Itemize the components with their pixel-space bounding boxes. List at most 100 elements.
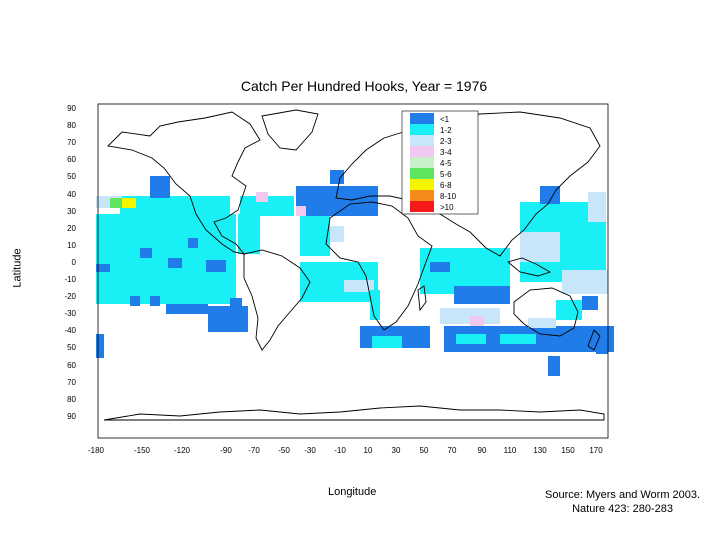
- y-tick-label: 70: [67, 138, 76, 148]
- x-tick-label: 10: [363, 446, 373, 455]
- catch-cell: [240, 196, 294, 216]
- x-tick-label: -180: [87, 446, 105, 455]
- y-tick-label: 20: [67, 223, 76, 233]
- legend-swatch: [410, 157, 434, 168]
- legend-swatch: [410, 190, 434, 201]
- x-tick-label: 150: [561, 446, 575, 455]
- source-line-2: Nature 423: 280-283: [572, 503, 673, 515]
- y-tick-label: -30: [64, 309, 76, 319]
- x-tick-label: -120: [173, 446, 191, 455]
- x-tick-label: 110: [503, 446, 517, 455]
- y-tick-label: -40: [64, 326, 76, 336]
- catch-cell: [470, 316, 484, 326]
- africa-coast: [325, 201, 433, 331]
- x-tick-label: 130: [533, 446, 547, 455]
- x-tick-label: 70: [447, 446, 457, 455]
- greenland-coast: [261, 109, 319, 151]
- catch-cell: [528, 318, 556, 328]
- catch-cell: [238, 214, 260, 254]
- legend-swatch: [410, 168, 434, 179]
- source-line-1: Source: Myers and Worm 2003.: [545, 489, 701, 501]
- new-zealand-coast: [587, 329, 601, 351]
- legend-label: 6-8: [440, 181, 452, 190]
- y-tick-label: 60: [67, 360, 76, 370]
- y-tick-label: 90: [67, 104, 76, 113]
- madagascar-coast: [417, 285, 427, 312]
- legend-label: 2-3: [440, 137, 452, 146]
- x-tick-label: 170: [589, 446, 603, 455]
- catch-cell: [120, 196, 230, 216]
- catch-cell: [588, 192, 606, 222]
- catch-cell: [230, 298, 242, 308]
- y-tick-label: -10: [64, 275, 76, 284]
- x-tick-label: -150: [133, 446, 151, 455]
- y-tick-label: 90: [67, 411, 76, 421]
- legend: <1 1-2 2-3 3-4 4-5 5-6 6-8 8-10 >10: [401, 110, 479, 215]
- x-tick-label: -10: [334, 446, 346, 455]
- legend-swatch: [410, 146, 434, 157]
- catch-cell: [188, 238, 198, 248]
- southeast-asia-islands: [507, 257, 552, 277]
- catch-cell: [150, 176, 170, 198]
- catch-cell: [370, 290, 380, 320]
- y-tick-label: 80: [67, 394, 76, 404]
- australia-coast: [513, 287, 579, 337]
- catch-cells: [96, 170, 614, 376]
- catch-cell: [206, 260, 226, 272]
- catch-cell: [122, 198, 136, 208]
- legend-label: 4-5: [440, 159, 452, 168]
- x-tick-label: 30: [391, 446, 401, 455]
- south-america-coast: [243, 249, 311, 351]
- legend-swatch: [410, 135, 434, 146]
- legend-swatch: [410, 201, 434, 212]
- catch-cell: [556, 300, 582, 320]
- catch-cell: [96, 334, 104, 358]
- legend-label: 8-10: [440, 192, 457, 201]
- legend-swatch: [410, 113, 434, 124]
- catch-cell: [208, 306, 248, 332]
- x-axis-label: Longitude: [328, 486, 377, 498]
- x-tick-label: 50: [419, 446, 429, 455]
- catch-cell: [562, 270, 608, 294]
- catch-cell: [596, 340, 608, 354]
- y-tick-label: 80: [67, 121, 76, 131]
- y-tick-label: 30: [67, 206, 76, 216]
- legend-label: >10: [440, 203, 454, 212]
- catch-cell: [330, 170, 344, 184]
- catch-cell: [140, 248, 152, 258]
- y-tick-label: 50: [67, 343, 76, 353]
- catch-cell: [130, 296, 140, 306]
- catch-cell: [330, 226, 344, 242]
- x-tick-label: -50: [278, 446, 290, 455]
- legend-label: 5-6: [440, 170, 452, 179]
- catch-cell: [168, 258, 182, 268]
- y-axis-label: Latitude: [11, 248, 24, 288]
- x-tick-label: -30: [304, 446, 316, 455]
- legend-swatch: [410, 179, 434, 190]
- y-tick-label: 40: [67, 189, 76, 199]
- y-tick-label: 10: [67, 240, 76, 250]
- catch-cell: [456, 334, 486, 344]
- legend-label: 1-2: [440, 126, 452, 135]
- catch-cell: [256, 192, 268, 202]
- legend-swatch: [410, 124, 434, 135]
- catch-cell: [520, 232, 560, 262]
- map-title: Catch Per Hundred Hooks, Year = 1976: [240, 78, 488, 94]
- legend-label: <1: [440, 115, 450, 124]
- north-america-coast: [107, 111, 261, 255]
- legend-label: 3-4: [440, 148, 452, 157]
- x-tick-label: -90: [220, 446, 232, 455]
- catch-cell: [150, 296, 160, 306]
- catch-cell: [540, 186, 560, 204]
- catch-cell: [296, 186, 378, 216]
- catch-cell: [296, 206, 306, 216]
- catch-cell: [430, 262, 450, 272]
- source-citation: Source: Myers and Worm 2003. Nature 423:…: [545, 488, 700, 516]
- catch-cell: [372, 336, 402, 348]
- catch-cell: [582, 296, 598, 310]
- y-tick-label: 60: [67, 155, 76, 165]
- x-tick-label: -70: [248, 446, 260, 455]
- catch-cell: [110, 198, 122, 208]
- y-tick-label: 0: [71, 257, 76, 267]
- y-tick-label: 50: [67, 172, 76, 182]
